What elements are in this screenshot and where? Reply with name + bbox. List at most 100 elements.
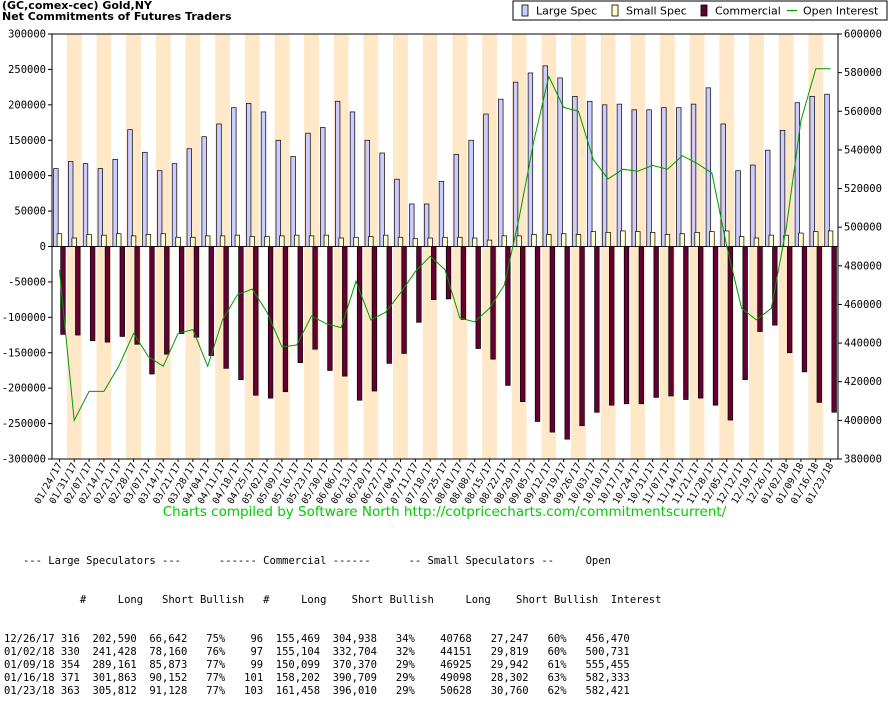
cot-chart: -300000 -250000 -200000 -150000 -100000 -5000… [2,0,888,506]
table-cell-c-long: 155,104 [275,646,321,658]
y-tick-label: 250000 [8,64,46,76]
small-spec-bar [620,230,626,247]
legend-swatch-icon [521,4,529,17]
legend-label: Open Interest [803,5,879,18]
table-cell-c-num: 101 [244,672,264,684]
table-cell-date: 01/09/18 [4,659,55,671]
small-spec-bar [605,231,611,247]
commercial-bar [772,246,778,326]
commercial-bar [742,246,748,381]
commercial-bar [445,246,452,300]
table-cell-ss-bull: 61% [547,659,567,671]
commercial-bar [549,246,556,433]
table-row: 01/16/18 371 301,863 90,152 77% 101 158,202 390… [4,672,661,685]
legend: Large Spec Small Spec Commercial Open Inter… [512,0,888,21]
commercial-bar [193,246,200,338]
y-tick-label: -200000 [2,383,46,395]
table-row: 12/26/17 316 202,590 66,642 75% 96 155,469 304,… [4,633,661,646]
y-tick-label: -150000 [2,347,46,359]
large-spec-bar [216,123,222,247]
small-spec-bar [531,234,537,247]
y2-tick-label: 520000 [844,183,882,195]
table-cell-c-num: 103 [244,685,264,697]
commercial-bar [623,246,630,405]
large-spec-bar [305,132,311,247]
small-spec-bar [649,231,656,247]
table-cell-oi: 456,470 [585,633,630,645]
table-cell-c-bull: 29% [395,685,415,697]
legend-item: Large Spec [521,4,597,18]
table-cell-c-num: 96 [250,633,264,645]
large-spec-bar [171,163,178,247]
table-cell-c-num: 97 [250,646,264,658]
large-spec-bar [616,103,623,247]
commercial-bar [475,246,481,349]
open-interest-line [58,68,831,423]
table-cell-date: 12/26/17 [4,633,55,645]
y2-tick-label: 500000 [844,222,882,234]
table-cell-c-num: 99 [250,659,264,671]
table-cell-ls-long: 305,812 [92,685,137,697]
y2-tick-label: 400000 [844,415,882,427]
large-spec-bar [809,95,815,247]
table-cell-ls-num: 330 [60,646,80,658]
commercial-bar [223,246,229,369]
large-spec-bar [320,127,326,247]
commercial-bar [342,246,348,377]
large-spec-bar [112,159,118,247]
commercial-bar [60,246,66,335]
table-row: 01/02/18 330 241,428 78,160 76% 97 155,104 332,… [4,646,661,659]
large-spec-bar [409,203,415,247]
table-cell-date: 01/23/18 [4,685,55,697]
y-tick-label: 50000 [14,206,46,218]
legend-item: Commercial [700,5,781,18]
large-spec-bar [572,95,578,247]
small-spec-bar [383,234,389,247]
table-cell-ss-long: 49098 [440,672,472,684]
y-tick-label: 0 [40,241,46,253]
table-cell-ss-long: 44151 [440,646,472,658]
commercial-bar [297,246,303,364]
large-spec-bar [705,87,712,247]
large-spec-bar [631,109,637,247]
small-spec-bar [234,234,241,247]
y2-tick-label: 580000 [844,67,882,79]
table-cell-ls-num: 363 [60,685,80,697]
table-cell-ls-short: 91,128 [149,685,188,697]
large-spec-bar [587,100,593,247]
table-cell-ss-bull: 60% [547,646,567,658]
small-spec-bar [738,236,745,247]
small-spec-bar [160,233,166,247]
table-cell-ls-short: 90,152 [149,672,188,684]
commercial-bar [579,246,585,427]
table-cell-c-short: 396,010 [332,685,377,697]
y2-tick-label: 420000 [844,376,882,388]
small-spec-bar [427,237,433,247]
y2-tick-label: 560000 [844,106,882,118]
small-spec-bar [175,236,181,247]
small-spec-bar [308,235,315,247]
commercial-bar [416,246,422,323]
table-column-header: # Long Short Bullish # Long Short Bullis… [4,594,662,606]
small-spec-bar [323,234,330,247]
commercial-bar [460,246,467,320]
table-cell-ss-long: 40768 [440,633,472,645]
table-cell-ss-long: 50628 [440,685,472,697]
commercial-bar [727,246,733,421]
small-spec-bar [442,236,448,247]
table-cell-c-long: 155,469 [275,633,321,645]
table-cell-c-long: 161,458 [275,685,321,697]
commercial-bar [683,246,689,400]
large-spec-bar [394,178,400,247]
y2-tick-label: 480000 [844,260,882,272]
large-spec-bar [468,139,474,247]
table-cell-ls-short: 66,642 [149,633,188,645]
commercial-bar [282,246,289,393]
table-cell-c-short: 304,938 [332,633,377,645]
small-spec-bar [397,236,404,247]
table-body: 12/26/17 316 202,590 66,642 75% 96 155,469 304,… [4,633,661,698]
table-cell-ls-num: 371 [60,672,80,684]
commercial-bar [312,246,318,350]
table-cell-c-bull: 29% [395,659,415,671]
large-spec-bar [349,111,356,247]
